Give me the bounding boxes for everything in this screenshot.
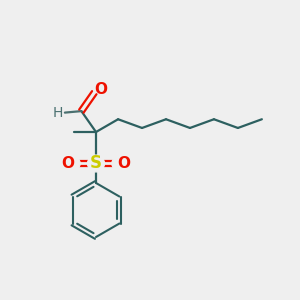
Text: S: S — [90, 154, 102, 172]
Text: O: O — [117, 156, 130, 171]
Circle shape — [67, 157, 80, 170]
Text: O: O — [61, 156, 75, 171]
Circle shape — [88, 155, 104, 172]
Circle shape — [112, 157, 125, 170]
Text: H: H — [53, 106, 64, 120]
Text: O: O — [94, 82, 107, 97]
